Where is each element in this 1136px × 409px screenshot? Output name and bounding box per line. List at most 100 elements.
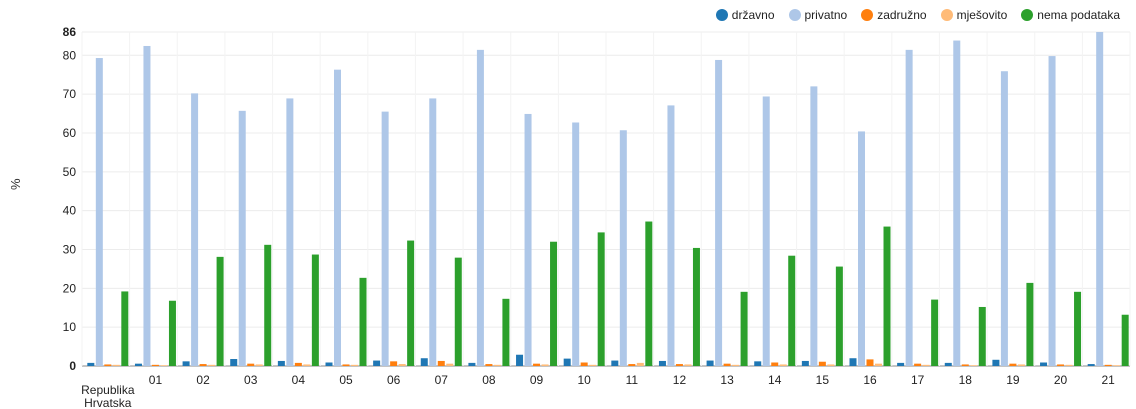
x-tick-label: 06 (387, 373, 401, 387)
bar (294, 362, 302, 366)
x-tick-label: 04 (292, 373, 306, 387)
bar (398, 364, 406, 366)
bar (597, 232, 605, 366)
bar (502, 298, 510, 366)
bar (1009, 363, 1017, 366)
bar (1000, 71, 1008, 366)
legend-item[interactable]: nema podataka (1021, 8, 1120, 22)
x-tick-label: 10 (578, 373, 592, 387)
bar (420, 358, 428, 366)
bar (619, 130, 627, 366)
legend-swatch (1021, 9, 1034, 21)
bar (849, 358, 857, 366)
bar (762, 96, 770, 367)
legend-item[interactable]: zadružno (861, 8, 927, 22)
bar (732, 364, 740, 366)
bar (407, 240, 415, 366)
bar (866, 359, 874, 366)
y-tick-label: 70 (63, 87, 77, 101)
bar (429, 98, 437, 367)
bar (1087, 364, 1095, 366)
x-tick-label: 19 (1006, 373, 1020, 387)
bar (692, 247, 700, 366)
bar (446, 363, 454, 366)
legend-item[interactable]: mješovito (940, 8, 1008, 22)
bar (572, 122, 580, 367)
y-tick-label: 80 (63, 48, 77, 62)
bar (628, 364, 636, 366)
bar (533, 363, 541, 366)
bar (706, 360, 714, 366)
bar (303, 364, 311, 366)
bar (104, 364, 112, 366)
bar (914, 363, 922, 366)
legend-item[interactable]: državno (715, 8, 775, 22)
bar (905, 49, 913, 367)
bar (858, 131, 865, 366)
bar (875, 363, 882, 366)
bar (1121, 314, 1129, 366)
bar (524, 113, 532, 367)
bar (810, 86, 818, 366)
bar (953, 40, 961, 366)
x-tick-label: Republika (81, 383, 135, 397)
bar (277, 360, 285, 366)
bar (230, 359, 238, 366)
bar (208, 364, 216, 366)
bar (1096, 32, 1104, 366)
x-tick-label: 16 (863, 373, 877, 387)
x-tick-label: 02 (196, 373, 210, 387)
bar (247, 363, 255, 366)
x-tick-label: 17 (911, 373, 925, 387)
y-tick-label: 20 (63, 281, 77, 295)
bar (238, 110, 246, 366)
bar (134, 363, 142, 366)
bar (779, 364, 787, 366)
legend-label: državno (731, 8, 775, 22)
bar (493, 364, 501, 366)
legend-item[interactable]: privatno (788, 8, 848, 22)
bar (550, 241, 558, 366)
y-tick-label: 0 (69, 359, 76, 373)
x-tick-label: 14 (768, 373, 782, 387)
bar (216, 256, 224, 366)
x-tick-label: 20 (1054, 373, 1068, 387)
bar (168, 300, 176, 366)
legend-swatch (861, 9, 874, 21)
bar (1065, 364, 1073, 366)
bar (1113, 365, 1121, 366)
bar (992, 359, 1000, 366)
legend-label: privatno (804, 8, 848, 22)
bar (121, 291, 129, 366)
bar (1074, 291, 1082, 366)
bar (516, 354, 524, 366)
bar (1040, 362, 1048, 366)
bar (381, 111, 389, 367)
x-tick-label: 13 (720, 373, 734, 387)
x-tick-label: 21 (1102, 373, 1116, 387)
bar (160, 365, 168, 366)
bar (1057, 364, 1065, 366)
y-tick-label: 30 (63, 242, 77, 256)
bar (311, 254, 319, 366)
legend-swatch (715, 9, 728, 21)
x-tick-label: 15 (816, 373, 830, 387)
legend-label: mješovito (956, 8, 1008, 22)
bar (325, 362, 333, 366)
bar (563, 358, 571, 366)
bar (580, 362, 588, 366)
bar (645, 221, 653, 366)
bar (801, 360, 809, 366)
bar (961, 364, 969, 366)
legend-swatch (940, 9, 953, 21)
bar (1017, 364, 1025, 366)
bar (658, 360, 666, 366)
bar (931, 299, 939, 366)
bar (143, 45, 151, 367)
bar (342, 364, 350, 366)
bar (359, 277, 367, 366)
bar (636, 362, 644, 366)
bar (1026, 282, 1034, 366)
bar (740, 291, 748, 366)
bar (589, 364, 597, 366)
